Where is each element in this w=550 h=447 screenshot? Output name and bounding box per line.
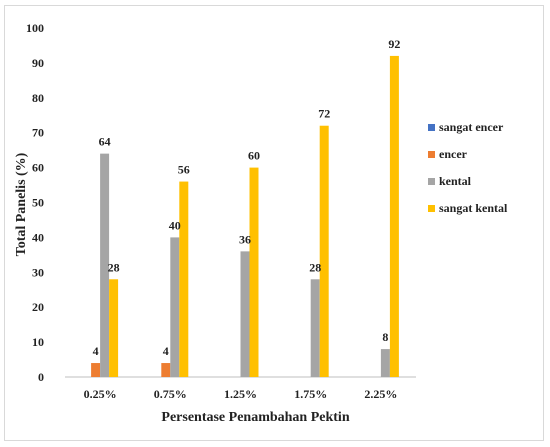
x-axis-title: Persentase Penambahan Pektin <box>161 410 349 425</box>
data-label-3-4: 92 <box>388 37 400 51</box>
data-label-2-1: 40 <box>169 218 181 232</box>
data-label-2-3: 28 <box>309 260 321 274</box>
legend-label-1: encer <box>439 147 468 161</box>
data-label-2-0: 64 <box>99 135 111 149</box>
y-tick-label-8: 80 <box>32 91 44 105</box>
bar-3-1 <box>179 181 189 377</box>
legend-swatch-1 <box>428 151 435 158</box>
y-tick-label-0: 0 <box>38 370 44 384</box>
x-axis-ticks: 0.25% 0.75% 1.25% 1.75% 2.25% <box>84 387 398 401</box>
bar-3-4 <box>389 55 399 378</box>
y-tick-label-4: 40 <box>32 230 44 244</box>
bar-2-4 <box>380 349 390 377</box>
data-label-1-0: 4 <box>93 344 99 358</box>
y-tick-label-3: 30 <box>32 265 44 279</box>
data-label-3-0: 28 <box>108 260 120 274</box>
data-label-1-1: 4 <box>163 344 169 358</box>
data-label-3-1: 56 <box>178 163 190 177</box>
bar-3-2 <box>249 167 259 377</box>
bar-3-3 <box>319 125 329 377</box>
x-tick-label-1: 0.75% <box>154 387 187 401</box>
y-tick-label-9: 90 <box>32 56 44 70</box>
bar-2-3 <box>310 279 320 377</box>
bar-3-0 <box>109 279 119 377</box>
data-label-3-2: 60 <box>248 149 260 163</box>
bar-1-0 <box>91 363 101 377</box>
legend-swatch-0 <box>428 124 435 131</box>
y-axis-title: Total Panelis (%) <box>14 152 29 256</box>
y-tick-label-10: 100 <box>26 21 44 35</box>
y-axis-ticks: 0 10 20 30 40 50 60 70 80 90 100 <box>26 21 44 384</box>
legend-label-0: sangat encer <box>439 120 504 134</box>
y-tick-label-5: 50 <box>32 196 44 210</box>
x-tick-label-4: 2.25% <box>364 387 397 401</box>
y-tick-label-1: 10 <box>32 335 44 349</box>
y-tick-label-6: 60 <box>32 161 44 175</box>
data-label-2-2: 36 <box>239 232 251 246</box>
legend-swatch-3 <box>428 205 435 212</box>
x-tick-label-0: 0.25% <box>84 387 117 401</box>
legend-label-2: kental <box>439 174 472 188</box>
data-label-2-4: 8 <box>382 330 388 344</box>
bar-1-1 <box>161 363 171 377</box>
data-labels: 4 64 28 4 40 56 36 60 28 72 8 92 <box>93 37 401 358</box>
legend-swatch-2 <box>428 178 435 185</box>
bar-series <box>91 55 399 378</box>
data-label-3-3: 72 <box>318 107 330 121</box>
y-tick-label-2: 20 <box>32 300 44 314</box>
bar-2-1 <box>170 237 180 377</box>
bar-2-2 <box>240 251 250 377</box>
x-tick-label-2: 1.25% <box>224 387 257 401</box>
y-tick-label-7: 70 <box>32 126 44 140</box>
legend: sangat encer encer kental sangat kental <box>428 120 508 215</box>
x-tick-label-3: 1.75% <box>294 387 327 401</box>
bar-2-0 <box>100 153 110 377</box>
legend-label-3: sangat kental <box>439 201 508 215</box>
